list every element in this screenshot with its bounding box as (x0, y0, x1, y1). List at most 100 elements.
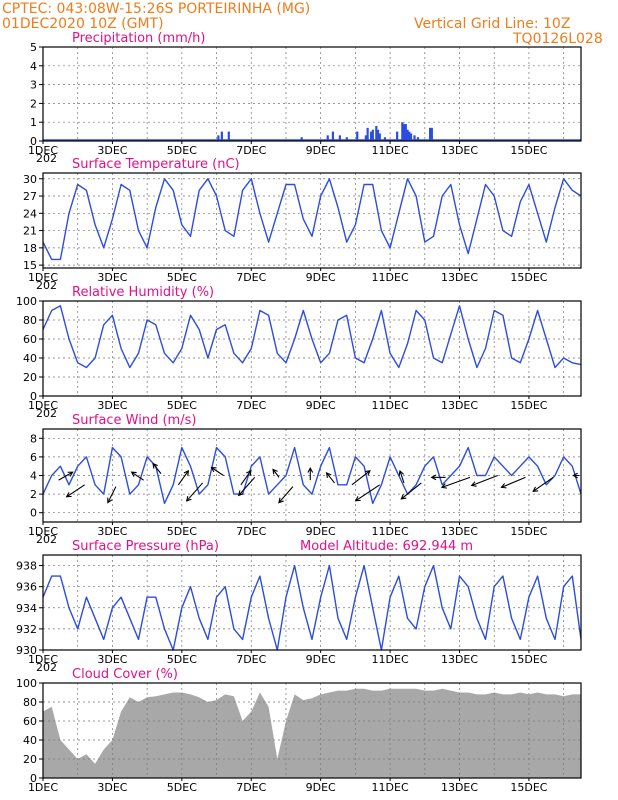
precip-ytick-label-4: 4 (30, 60, 37, 73)
temp-ytick-label-0: 15 (23, 259, 37, 272)
pressure-ytick-label-4: 938 (16, 560, 37, 573)
precip-bar-13 (375, 125, 378, 141)
temp-title: Surface Temperature (nC) (72, 157, 240, 172)
cloud-xtick-label-1: 3DEC (97, 781, 127, 794)
cloud-title: Cloud Cover (%) (72, 667, 178, 682)
cloud-frame (42, 682, 582, 779)
pressure-xtick-label-0: 1DEC (28, 653, 58, 666)
wind-ytick-label-1: 2 (30, 488, 37, 501)
wind-x-stub: 202 (36, 533, 57, 546)
wind-ytick-label-4: 8 (30, 432, 37, 445)
cloud-area (43, 688, 581, 778)
wind-series-line (42, 446, 582, 505)
rh-ytick-label-1: 20 (23, 371, 37, 384)
cloud-ytick-label-0: 0 (30, 772, 37, 785)
precip-ytick-label-2: 2 (30, 97, 37, 110)
pressure-title: Surface Pressure (hPa) (72, 539, 219, 554)
wind-arrow-shaft-6 (186, 482, 204, 502)
wind-arrow-head-23 (572, 472, 578, 479)
wind-arrow-head-19 (440, 483, 447, 489)
wind-arrow-head-1 (65, 492, 72, 498)
precip-x-stub: 202 (36, 152, 57, 165)
precip-bar-16 (383, 137, 387, 141)
pressure-frame (42, 554, 582, 651)
rh-xtick-label-2: 5DEC (167, 399, 197, 412)
wind-ytick-label-3: 6 (30, 451, 37, 464)
temp-x-stub: 202 (36, 279, 57, 292)
wind-arrow-head-3 (130, 471, 137, 477)
wind-xtick-label-3: 7DEC (236, 525, 266, 538)
precip-bar-7 (345, 137, 348, 141)
wind-ytick-label-2: 4 (30, 470, 37, 483)
rh-x-stub: 202 (36, 407, 57, 420)
precip-bar-1 (220, 131, 223, 141)
wind-arrow-shaft-3 (131, 471, 144, 481)
precip-bar-18 (401, 122, 404, 141)
header-model-code: TQ0126L028 (513, 31, 603, 47)
precip-bar-12 (371, 129, 374, 141)
wind-xtick-label-5: 11DEC (372, 525, 409, 538)
rh-ytick-label-5: 100 (16, 295, 37, 308)
precip-xtick-label-4: 9DEC (306, 144, 336, 157)
wind-arrow-shaft-9 (238, 476, 256, 496)
precip-ytick-label-0: 0 (30, 135, 37, 148)
rh-ytick-label-0: 0 (30, 390, 37, 403)
precip-bar-22 (408, 131, 411, 141)
precip-ytick-label-5: 5 (30, 41, 37, 54)
pressure-xtick-label-5: 11DEC (372, 653, 409, 666)
cloud-ytick-label-1: 20 (23, 753, 37, 766)
pressure-xtick-label-2: 5DEC (167, 653, 197, 666)
wind-arrow-head-18 (430, 474, 437, 481)
temp-xtick-label-2: 5DEC (167, 271, 197, 284)
wind-ytick-label-0: 0 (30, 507, 37, 520)
wind-arrow-shaft-0 (58, 471, 73, 481)
pressure-ytick-label-0: 930 (16, 644, 37, 657)
wind-xtick-label-7: 15DEC (510, 525, 547, 538)
pressure-annotation: Model Altitude: 692.944 m (300, 539, 473, 554)
precip-bar-2 (227, 131, 230, 141)
precip-bar-14 (376, 129, 380, 141)
cloud-ytick-label-3: 60 (23, 715, 37, 728)
wind-arrow-shaft-4 (152, 463, 162, 474)
rh-xtick-label-0: 1DEC (28, 399, 58, 412)
wind-xtick-label-1: 3DEC (97, 525, 127, 538)
wind-arrow-head-11 (278, 497, 284, 504)
header-grid-note: Vertical Grid Line: 10Z (414, 16, 571, 32)
wind-arrow-shaft-5 (177, 470, 189, 486)
temp-ytick-label-4: 27 (23, 190, 37, 203)
precip-bar-27 (430, 127, 433, 141)
temp-xtick-label-4: 9DEC (306, 271, 336, 284)
temp-xtick-label-1: 3DEC (97, 271, 127, 284)
wind-arrow-shaft-1 (66, 484, 85, 498)
rh-ytick-label-2: 40 (23, 352, 37, 365)
wind-arrow-shaft-20 (471, 474, 498, 487)
precip-xtick-label-5: 11DEC (372, 144, 409, 157)
wind-arrow-head-13 (325, 472, 332, 478)
rh-ytick-label-4: 80 (23, 314, 37, 327)
rh-xtick-label-4: 9DEC (306, 399, 336, 412)
precip-bar-25 (416, 137, 420, 141)
temp-series-line (42, 178, 582, 261)
temp-xtick-label-5: 11DEC (372, 271, 409, 284)
precip-bar-8 (356, 131, 359, 141)
cloud-ytick-label-2: 40 (23, 734, 37, 747)
wind-arrow-shaft-2 (107, 486, 117, 503)
precip-xtick-label-1: 3DEC (97, 144, 127, 157)
precip-bar-0 (217, 135, 220, 141)
wind-arrow-head-7 (210, 466, 217, 473)
temp-xtick-label-7: 15DEC (510, 271, 547, 284)
wind-xtick-label-0: 1DEC (28, 525, 58, 538)
precip-xtick-label-2: 5DEC (167, 144, 197, 157)
rh-xtick-label-7: 15DEC (510, 399, 547, 412)
precip-bar-9 (364, 135, 367, 141)
wind-arrow-shaft-10 (272, 469, 280, 478)
wind-arrow-shaft-21 (501, 476, 526, 488)
cloud-ytick-label-4: 80 (23, 696, 37, 709)
wind-arrow-head-4 (152, 462, 158, 469)
temp-ytick-label-2: 21 (23, 225, 37, 238)
temp-xtick-label-0: 1DEC (28, 271, 58, 284)
wind-arrow-head-21 (500, 483, 507, 489)
wind-arrow-head-15 (354, 496, 361, 502)
cloud-xtick-label-2: 5DEC (167, 781, 197, 794)
